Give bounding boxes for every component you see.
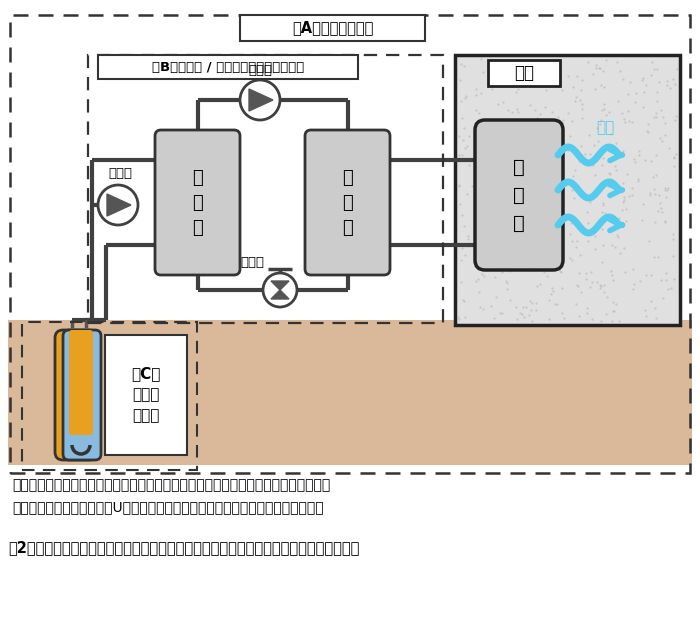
Bar <box>240 15 425 41</box>
Bar <box>488 60 560 86</box>
Polygon shape <box>249 89 273 111</box>
Polygon shape <box>271 281 289 290</box>
Bar <box>10 15 690 473</box>
Bar <box>88 55 443 323</box>
Text: 上記イメージは、ヒートポンプ・室内間の熱の輸送を、熱媒を通して行う間接方式の: 上記イメージは、ヒートポンプ・室内間の熱の輸送を、熱媒を通して行う間接方式の <box>12 478 330 492</box>
Bar <box>8 320 692 465</box>
Text: 例、そして地中熱交換部はUチューブ式の例を示す。　（点線内が、各実証単位）: 例、そして地中熱交換部はUチューブ式の例を示す。 （点線内が、各実証単位） <box>12 500 323 514</box>
FancyBboxPatch shape <box>63 330 101 460</box>
FancyBboxPatch shape <box>55 330 97 460</box>
Bar <box>455 55 680 325</box>
FancyBboxPatch shape <box>475 120 563 270</box>
Text: 圧縮機: 圧縮機 <box>248 64 272 77</box>
Text: 凝
縮
器: 凝 縮 器 <box>192 169 203 237</box>
Circle shape <box>98 185 138 225</box>
Text: （A）システム全体: （A）システム全体 <box>292 20 373 35</box>
Text: （C）
地中熱
交換部: （C） 地中熱 交換部 <box>132 366 161 423</box>
Text: 室
内
機: 室 内 機 <box>513 158 525 232</box>
Text: 蒸
発
器: 蒸 発 器 <box>342 169 353 237</box>
Circle shape <box>240 80 280 120</box>
Text: ポンプ: ポンプ <box>108 166 132 179</box>
Text: 冷風: 冷風 <box>596 121 614 135</box>
Text: 膨張弁: 膨張弁 <box>240 255 264 268</box>
Bar <box>105 335 187 455</box>
Text: （B）地中熱 / 下水熱専用ヒートポンプ: （B）地中熱 / 下水熱専用ヒートポンプ <box>152 61 304 74</box>
Bar <box>98 55 358 79</box>
FancyBboxPatch shape <box>155 130 240 275</box>
Text: 図2　地中熱・下水等を利用したヒートポンプ空調システム技術の冷却運転時のイメージ: 図2 地中熱・下水等を利用したヒートポンプ空調システム技術の冷却運転時のイメージ <box>8 540 359 555</box>
FancyBboxPatch shape <box>69 330 93 435</box>
Bar <box>22 322 197 470</box>
Circle shape <box>263 273 297 307</box>
Polygon shape <box>271 290 289 299</box>
Polygon shape <box>107 194 131 216</box>
FancyBboxPatch shape <box>305 130 390 275</box>
Text: 屋内: 屋内 <box>514 64 534 82</box>
